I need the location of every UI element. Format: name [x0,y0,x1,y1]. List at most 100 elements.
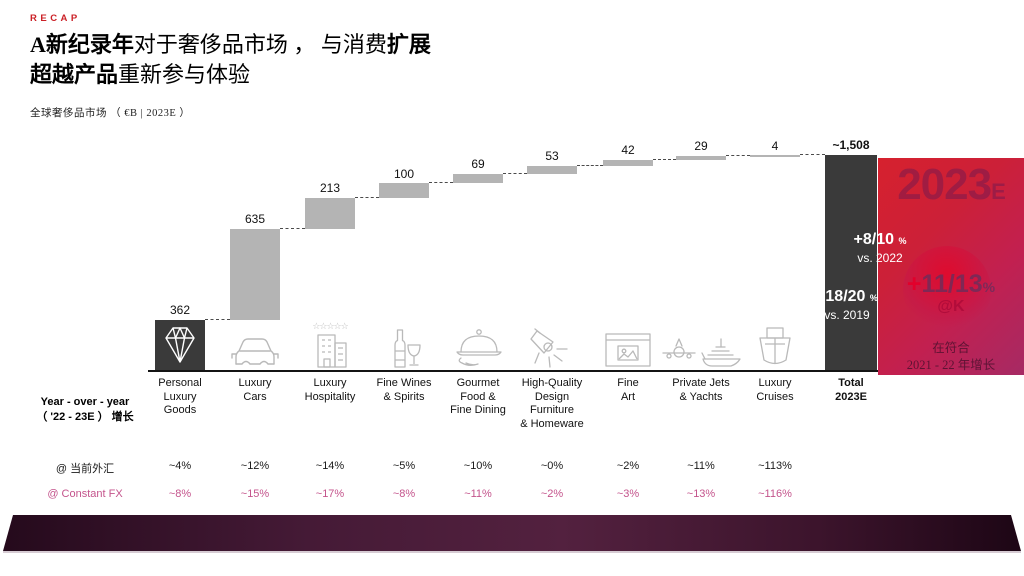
growth-value: ~116% [758,488,792,500]
hotel-stars-icon: ☆☆☆☆☆ [302,322,358,368]
growth-vs-2022: +8/10 % vs. 2022 [820,231,940,265]
category-label: Gourmet Food & Fine Dining [450,377,506,416]
growth-vs-label: vs. 2022 [857,251,903,265]
growth-header-line-2: （ '22 - 23E ） 增长 [36,411,134,423]
chart-subtitle: 全球奢侈品市场 （ €B | 2023E ） [30,108,191,119]
panel-caption-line-1: 在符合 [932,341,970,355]
bubble-tag: @K [937,298,965,315]
diamond-icon [158,324,202,366]
waterfall-connector [205,318,230,320]
waterfall-connector [726,154,750,156]
growth-bubble [903,246,991,334]
waterfall-bar [379,183,429,198]
title-line-1: A新纪录年对于奢侈品市场 ， 与消费扩展 [30,30,431,60]
bar-value-label: 635 [244,212,266,227]
growth-value: ~10% [463,460,493,472]
cloche-icon [451,327,505,368]
growth-value-2019: +18/20 [816,288,866,305]
title-regular-segment: 重新参与体验 [118,62,251,87]
growth-value: ~113% [758,460,792,472]
percent-sign: % [982,279,996,295]
growth-value: ~2% [540,488,564,500]
waterfall-bar [305,197,355,229]
waterfall-bar [453,173,503,184]
bubble-value: 11/13 [921,270,983,298]
category-label: Luxury Cars [238,377,272,403]
total-value-label: ~1,508 [832,138,870,152]
growth-value-2022: +8/10 [853,231,894,248]
category-label: Personal Luxury Goods [158,377,202,416]
waterfall-connector [280,227,305,229]
category-label: Luxury Cruises [756,377,794,403]
growth-value: ~8% [392,488,416,500]
waterfall-bar [750,155,800,157]
waterfall-bar [676,155,726,160]
bar-value-label: 53 [545,149,559,164]
picture-frame-icon [603,331,653,368]
wine-bottle-glass-icon [387,325,421,368]
bar-value-label: 362 [169,303,191,318]
plus-sign: + [906,270,922,298]
waterfall-connector [800,154,825,156]
bottom-podium-bar [3,515,1021,551]
bottom-podium-edge [3,551,1021,553]
percent-sign: % [898,236,907,246]
waterfall-connector [653,158,676,160]
waterfall-bar [527,165,577,174]
title-bold-segment: 超越产品 [30,62,119,87]
bar-value-label: 42 [621,143,635,158]
title-bold-segment: A新纪录年 [30,32,134,57]
growth-header-line-1: Year - over - year [40,396,130,408]
waterfall-bar [230,228,280,320]
category-label: Fine Wines & Spirits [376,377,432,403]
bar-value-label: 213 [319,181,341,196]
highlight-panel-2023e: 2023E +11/13% @K 在符合 2021 - 22 年增长 [878,158,1024,375]
category-label: High-Quality Design Furniture & Homeware [520,377,584,430]
category-label: Luxury Hospitality [304,377,356,403]
bar-value-label: 29 [694,139,708,154]
growth-vs-2019: +18/20 % vs. 2019 [787,288,907,322]
row-label-constant-fx: @ Constant FX [47,488,123,500]
year-suffix: E [991,179,1006,204]
waterfall-connector [355,196,379,198]
category-label: Private Jets & Yachts [672,377,730,403]
row-label-current-fx: @ 当前外汇 [55,463,115,475]
growth-value: ~15% [240,488,270,500]
growth-value: ~8% [168,488,192,500]
title-regular-segment: 对于奢侈品市场 ， 与消费 [133,32,387,57]
total-column-label: Total 2023E [835,377,867,403]
panel-year: 2023E [878,160,1024,210]
waterfall-connector [429,182,453,184]
growth-value: ~11% [687,460,715,472]
growth-value: ~11% [464,488,492,500]
waterfall-connector [503,172,527,174]
growth-value: ~17% [315,488,345,500]
category-label: Fine Art [617,377,639,403]
bar-value-label: 100 [393,166,415,181]
hotel-stars: ☆☆☆☆☆ [312,321,348,331]
eyebrow-label: RECAP [30,13,81,24]
growth-value: ~5% [392,460,416,472]
growth-value: ~0% [540,460,564,472]
page-title: A新纪录年对于奢侈品市场 ， 与消费扩展 超越产品重新参与体验 [30,30,431,90]
growth-value: ~14% [315,460,345,472]
growth-value: ~13% [686,488,716,500]
bar-value-label: 4 [771,138,779,153]
waterfall-connector [577,164,603,166]
year-text: 2023 [897,160,992,209]
title-bold-segment: 扩展 [386,32,431,57]
panel-caption-line-2: 2021 - 22 年增长 [906,358,996,372]
spotlight-icon [527,325,577,368]
x-axis-line [148,370,878,372]
growth-value: ~2% [616,460,640,472]
waterfall-total-bar [825,155,877,372]
car-icon [228,333,282,369]
growth-value: ~4% [168,460,192,472]
cruise-ship-icon [753,325,797,368]
percent-sign: % [869,293,878,303]
growth-value: ~3% [616,488,640,500]
bubble-growth-value: +11/13% [878,270,1024,299]
growth-value: ~12% [240,460,270,472]
title-line-2: 超越产品重新参与体验 [30,60,431,90]
